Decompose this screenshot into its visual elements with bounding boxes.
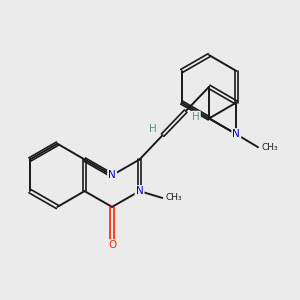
Text: N: N: [232, 129, 240, 139]
Text: N: N: [136, 186, 143, 196]
Text: H: H: [149, 124, 156, 134]
Text: H: H: [192, 112, 200, 122]
Text: CH₃: CH₃: [165, 194, 182, 202]
Text: CH₃: CH₃: [262, 143, 278, 152]
Text: O: O: [108, 241, 116, 250]
Text: N: N: [108, 170, 116, 180]
